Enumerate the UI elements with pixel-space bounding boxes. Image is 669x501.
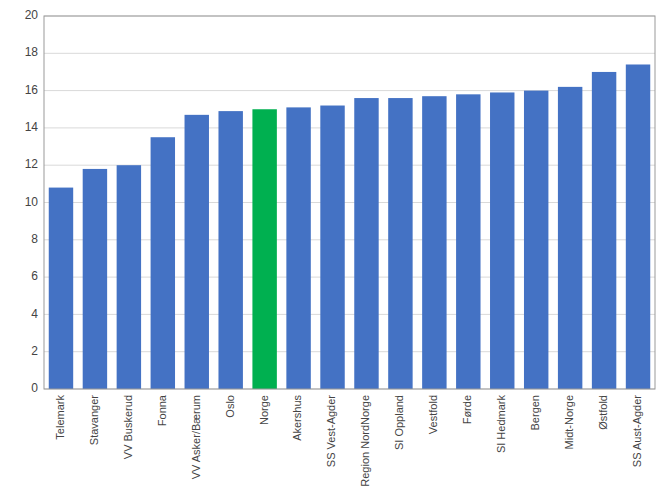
page: {"chart_data": {"type": "bar", "categori… — [0, 0, 669, 501]
x-tick-label: Midt-Norge — [563, 395, 575, 449]
x-tick-label: Norge — [258, 395, 270, 425]
x-tick-label: SS Aust-Agder — [631, 395, 643, 467]
chart: 0 2 4 6 8 10 12 14 16 18 20 Telemark Stavanger VV Bus… — [0, 0, 669, 501]
x-axis: Telemark Stavanger VV Buskerud Fonna VV Aske… — [54, 394, 643, 487]
x-tick-label: SI Hedmark — [495, 395, 507, 454]
bars — [49, 64, 650, 389]
x-tick-label: Stavanger — [88, 395, 100, 445]
y-tick-label: 4 — [31, 307, 38, 321]
bar — [117, 165, 141, 389]
bar — [83, 169, 107, 389]
x-tick-label: VV Buskerud — [122, 395, 134, 459]
bar — [151, 137, 175, 389]
bar — [320, 106, 344, 389]
x-tick-label: SS Vest-Agder — [325, 395, 337, 467]
y-tick-label: 0 — [31, 381, 38, 395]
bar — [218, 111, 242, 389]
y-tick-label: 18 — [25, 45, 39, 59]
y-tick-label: 20 — [25, 8, 39, 22]
y-tick-label: 2 — [31, 344, 38, 358]
x-tick-label: Fonna — [156, 394, 168, 426]
x-tick-label: VV Asker/Bærum — [190, 395, 202, 479]
x-tick-label: Bergen — [529, 395, 541, 430]
y-tick-label: 16 — [25, 83, 39, 97]
bar — [490, 92, 514, 389]
x-tick-label: Region NordNorge — [359, 395, 371, 487]
y-tick-label: 14 — [25, 120, 39, 134]
bar — [592, 72, 616, 389]
bar — [252, 109, 276, 389]
chart-container: 0 2 4 6 8 10 12 14 16 18 20 Telemark Stavanger VV Bus… — [0, 0, 669, 501]
x-tick-label: Telemark — [54, 395, 66, 440]
grid-line — [44, 53, 655, 54]
plot-frame — [44, 16, 655, 389]
y-tick-label: 6 — [31, 269, 38, 283]
bar — [49, 188, 73, 389]
y-tick-label: 12 — [25, 157, 39, 171]
y-tick-label: 8 — [31, 232, 38, 246]
bar — [524, 91, 548, 389]
y-tick-label: 10 — [25, 195, 39, 209]
bar — [388, 98, 412, 389]
x-tick-label: Oslo — [224, 395, 236, 418]
x-tick-label: Østfold — [597, 395, 609, 430]
x-tick-label: Førde — [461, 395, 473, 424]
plot-background — [44, 16, 655, 389]
x-tick-label: SI Oppland — [393, 395, 405, 450]
x-tick-label: Akershus — [291, 395, 303, 441]
bar — [286, 107, 310, 389]
bar — [185, 115, 209, 389]
bar — [558, 87, 582, 389]
grid — [44, 16, 655, 389]
y-axis: 0 2 4 6 8 10 12 14 16 18 20 — [25, 8, 39, 395]
bar — [422, 96, 446, 389]
x-tick-label: Vestfold — [427, 395, 439, 434]
bar — [626, 64, 650, 389]
bar — [354, 98, 378, 389]
bar — [456, 94, 480, 389]
